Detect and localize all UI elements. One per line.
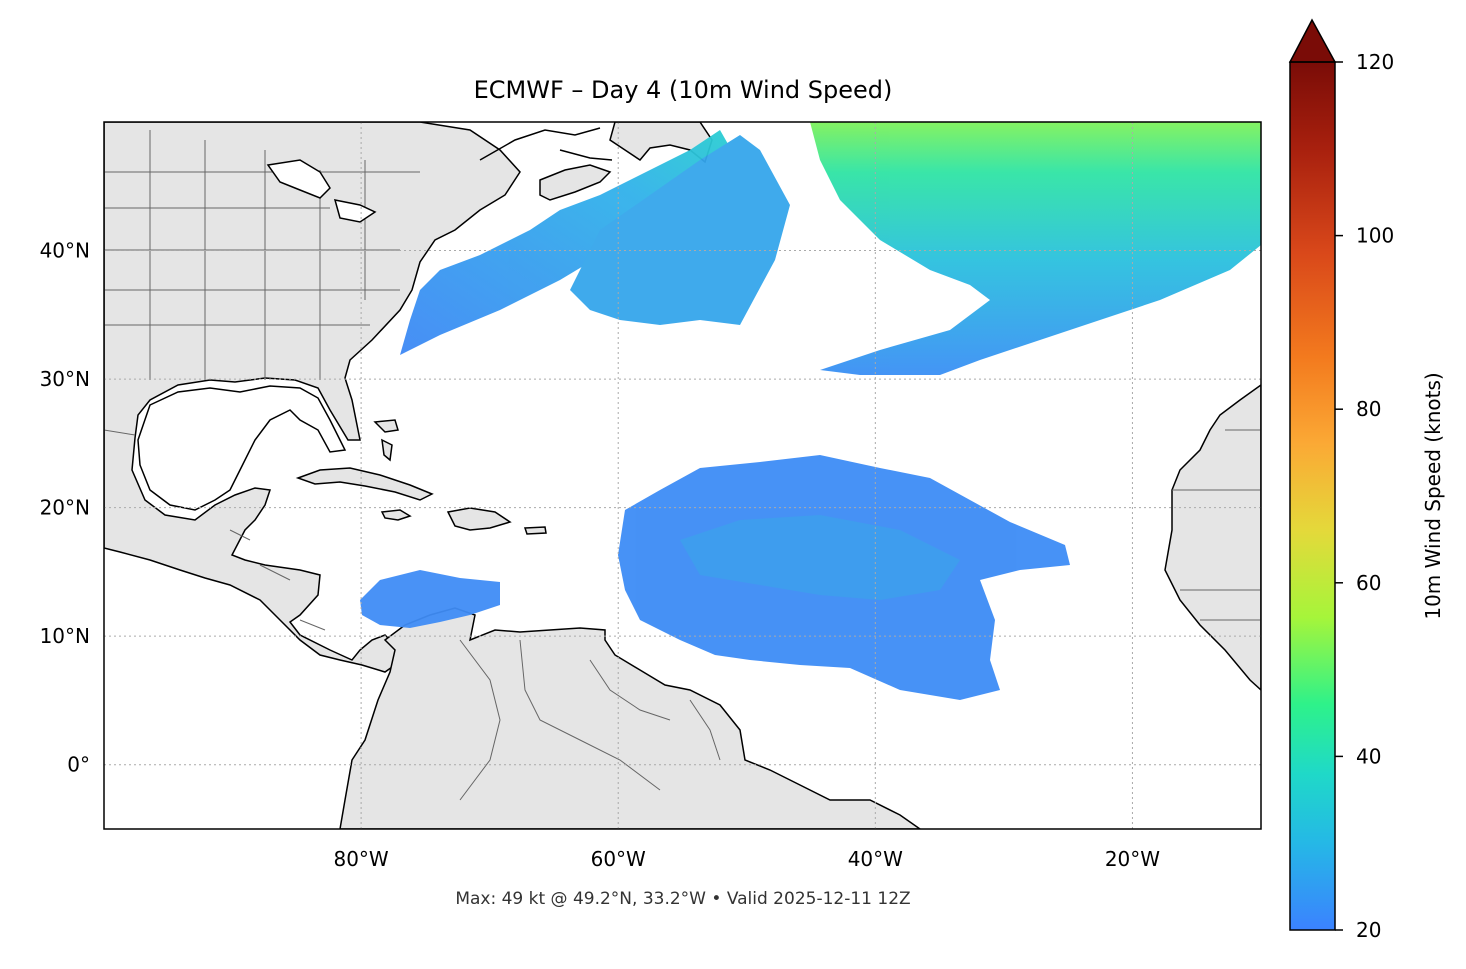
hispaniola-island	[446, 507, 512, 531]
colorbar-tick-label: 40	[1356, 744, 1381, 768]
longitude-tick-labels: 80°W 60°W 40°W 20°W	[333, 847, 1160, 871]
jamaica-island	[380, 509, 412, 521]
colorbar-tick-label: 80	[1356, 397, 1381, 421]
gulf-stlawrence	[479, 127, 613, 161]
lat-tick-label: 0°	[67, 753, 90, 777]
lon-tick-label: 60°W	[591, 847, 646, 871]
wind-region-caribbean-south	[360, 570, 500, 628]
wind-region-northeast-atlantic-max	[810, 122, 1261, 375]
bahamas-islands	[373, 419, 399, 462]
colorbar-gradient	[1290, 62, 1335, 930]
colorbar-ticks: 120 100 80 60 40 20	[1335, 50, 1394, 942]
latitude-tick-labels: 40°N 30°N 20°N 10°N 0°	[40, 239, 90, 777]
colorbar-tick-label: 120	[1356, 50, 1394, 74]
colorbar-extend-arrow	[1288, 18, 1337, 63]
colorbar-frame	[1289, 61, 1336, 931]
great-lakes	[266, 159, 377, 223]
map-frame	[103, 121, 1262, 830]
lat-tick-label: 30°N	[40, 367, 90, 391]
map-title: ECMWF – Day 4 (10m Wind Speed)	[474, 76, 893, 104]
puerto-rico-island	[523, 526, 547, 535]
newfoundland-land	[609, 122, 713, 164]
cuba-island	[295, 467, 434, 501]
lat-tick-label: 20°N	[40, 496, 90, 520]
colorbar-tick-label: 100	[1356, 224, 1394, 248]
colorbar-tick-label: 20	[1356, 918, 1381, 942]
colorbar-label: 10m Wind Speed (knots)	[1421, 372, 1445, 619]
south-america-borders	[459, 639, 721, 801]
caribbean-islands	[295, 419, 547, 535]
wind-speed-field	[360, 122, 1261, 700]
africa-borders	[1172, 429, 1261, 621]
map-area	[104, 122, 1261, 829]
lon-tick-label: 20°W	[1105, 847, 1160, 871]
wind-region-northwest-atlantic	[400, 130, 740, 355]
wind-region-north-central-atlantic	[570, 135, 790, 325]
lat-tick-label: 10°N	[40, 624, 90, 648]
lat-tick-label: 40°N	[40, 239, 90, 263]
nova-scotia-land	[539, 164, 612, 201]
gulf-of-mexico	[137, 385, 347, 511]
lon-tick-label: 80°W	[333, 847, 388, 871]
state-borders	[104, 130, 420, 631]
footer-text: Max: 49 kt @ 49.2°N, 33.2°W • Valid 2025…	[455, 889, 910, 909]
wind-region-tropical-inner	[680, 515, 960, 600]
south-america-land	[339, 607, 922, 829]
colorbar: 120 100 80 60 40 20 10m Wind Speed (knots)	[1288, 18, 1445, 942]
lon-tick-label: 40°W	[848, 847, 903, 871]
africa-land	[1164, 384, 1261, 692]
north-america-land	[104, 122, 521, 673]
colorbar-tick-label: 60	[1356, 571, 1381, 595]
